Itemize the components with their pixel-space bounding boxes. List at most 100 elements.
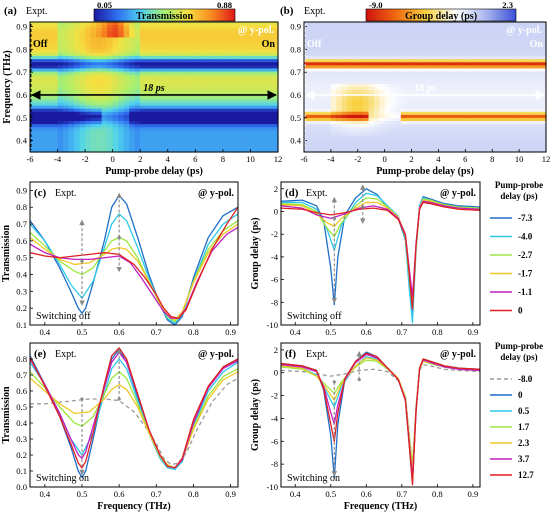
heatmap-cell <box>118 74 125 79</box>
heatmap-cell <box>101 80 108 85</box>
heatmap-cell <box>524 121 531 125</box>
heatmap-cell <box>129 25 136 29</box>
off-label: Off <box>307 39 322 50</box>
heatmap-cell <box>41 105 48 110</box>
heatmap-cell <box>427 87 434 91</box>
heatmap-cell <box>309 65 316 70</box>
heatmap-cell <box>272 74 279 79</box>
heatmap-cell <box>481 108 488 113</box>
heatmap-cell <box>330 28 337 32</box>
heatmap-cell <box>438 28 445 32</box>
heatmap-cell <box>368 46 375 51</box>
heatmap-cell <box>454 105 461 110</box>
heatmap-cell <box>101 139 108 144</box>
heatmap-cell <box>206 121 213 125</box>
heatmap-cell <box>368 124 375 128</box>
heatmap-cell <box>233 59 241 63</box>
heatmap-cell <box>443 62 450 66</box>
heatmap-cell <box>459 74 466 79</box>
heatmap-cell <box>266 71 274 76</box>
heatmap-cell <box>30 77 37 82</box>
heatmap-cell <box>513 74 520 79</box>
heatmap-cell <box>502 59 509 63</box>
heatmap-cell <box>30 52 37 57</box>
heatmap-cell <box>524 68 531 73</box>
heatmap-cell <box>118 68 125 73</box>
heatmap-cell <box>449 145 456 150</box>
series-group <box>30 194 238 325</box>
heatmap-cell <box>433 127 440 131</box>
heatmap-cell <box>46 77 53 82</box>
y-tick-label: 0.7 <box>16 219 27 229</box>
heatmap-cell <box>513 127 520 131</box>
heatmap-cell <box>373 40 380 45</box>
heatmap-cell <box>189 43 196 48</box>
heatmap-cell <box>151 31 158 35</box>
heatmap-cell <box>443 145 450 150</box>
heatmap-cell <box>123 130 130 135</box>
heatmap-cell <box>90 22 97 26</box>
heatmap-cell <box>239 83 246 88</box>
heatmap-cell <box>309 139 316 144</box>
heatmap-cell <box>90 71 97 76</box>
heatmap-cell <box>486 136 493 141</box>
heatmap-cell <box>151 124 158 128</box>
heatmap-cell <box>272 40 279 45</box>
heatmap-cell <box>304 102 310 107</box>
heatmap-cell <box>449 74 456 79</box>
heatmap-cell <box>481 68 488 73</box>
heatmap-cell <box>497 59 504 63</box>
heatmap-cell <box>336 25 343 29</box>
heatmap-cell <box>30 40 37 45</box>
heatmap-cell <box>118 43 125 48</box>
heatmap-cell <box>255 145 263 150</box>
heatmap-cell <box>41 114 48 119</box>
heatmap-cell <box>443 114 450 119</box>
heatmap-cell <box>400 31 407 35</box>
heatmap-cell <box>422 108 429 113</box>
heatmap-cell <box>74 22 81 26</box>
switch-arrow-origin <box>332 216 336 220</box>
heatmap-cell <box>384 40 391 45</box>
heatmap-cell <box>35 105 42 110</box>
heatmap-cell <box>41 52 48 57</box>
legend-entry: -2.7 <box>518 250 533 260</box>
heatmap-cell <box>228 111 235 116</box>
heatmap-cell <box>101 127 108 131</box>
heatmap-cell <box>330 31 337 35</box>
heatmap-cell <box>261 25 268 29</box>
heatmap-cell <box>330 121 337 125</box>
heatmap-cell <box>233 142 241 147</box>
heatmap-cell <box>151 62 158 66</box>
heatmap-cell <box>255 114 263 119</box>
heatmap-cell <box>304 105 310 110</box>
heatmap-cell <box>368 40 375 45</box>
heatmap-cell <box>486 148 493 153</box>
heatmap-cell <box>513 130 520 135</box>
heatmap-cell <box>508 77 515 82</box>
heatmap-cell <box>459 108 466 113</box>
heatmap-cell <box>390 99 397 104</box>
heatmap-cell <box>535 124 542 128</box>
heatmap-cell <box>416 46 423 51</box>
heatmap-cell <box>96 65 103 70</box>
heatmap-cell <box>309 145 316 150</box>
heatmap-cell <box>454 62 461 66</box>
heatmap-cell <box>63 25 70 29</box>
heatmap-cell <box>123 83 130 88</box>
heatmap-cell <box>239 133 246 138</box>
heatmap-cell <box>151 121 158 125</box>
heatmap-cell <box>470 40 477 45</box>
expt-tag: Expt. <box>306 188 327 199</box>
heatmap-cell <box>266 136 274 141</box>
heatmap-cell <box>30 56 37 60</box>
heatmap-cell <box>162 59 169 63</box>
heatmap-cell <box>540 99 547 104</box>
heatmap-cell <box>347 52 353 57</box>
on-label: On <box>530 39 544 50</box>
heatmap-cell <box>184 65 191 70</box>
heatmap-cell <box>486 114 493 119</box>
heatmap-cell <box>502 114 509 119</box>
heatmap-cell <box>222 56 229 60</box>
off-label: Off <box>33 39 48 50</box>
